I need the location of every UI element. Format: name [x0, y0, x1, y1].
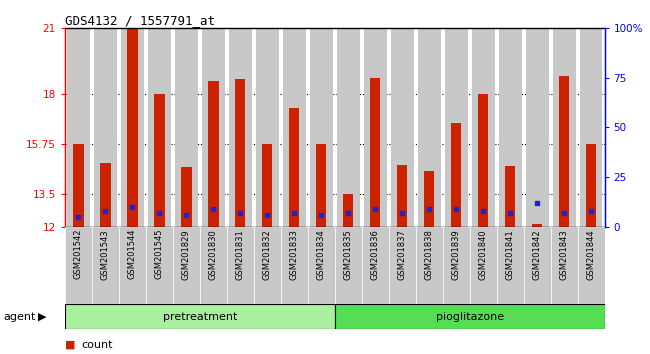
Bar — [335, 304, 604, 329]
Text: GSM201829: GSM201829 — [182, 229, 191, 280]
Bar — [470, 227, 497, 304]
Bar — [580, 28, 603, 227]
Bar — [227, 227, 254, 304]
Bar — [397, 165, 408, 227]
Bar — [200, 227, 227, 304]
Bar — [370, 78, 380, 227]
Bar — [181, 167, 192, 227]
Bar — [577, 227, 605, 304]
Text: GSM201544: GSM201544 — [128, 229, 137, 279]
Bar — [119, 227, 146, 304]
Text: GSM201844: GSM201844 — [586, 229, 595, 280]
Bar — [289, 108, 300, 227]
Bar — [256, 28, 279, 227]
Bar — [526, 28, 549, 227]
Bar — [559, 76, 569, 227]
Bar — [361, 227, 389, 304]
Text: GSM201833: GSM201833 — [290, 229, 299, 280]
Bar — [391, 28, 413, 227]
Text: pioglitazone: pioglitazone — [436, 312, 504, 322]
Bar — [67, 28, 90, 227]
Bar — [551, 227, 577, 304]
Text: GSM201842: GSM201842 — [532, 229, 541, 280]
Bar — [235, 79, 246, 227]
Text: GSM201837: GSM201837 — [398, 229, 407, 280]
Bar — [335, 227, 361, 304]
Text: GSM201843: GSM201843 — [560, 229, 569, 280]
Text: GSM201832: GSM201832 — [263, 229, 272, 280]
Text: GSM201839: GSM201839 — [452, 229, 461, 280]
Bar — [552, 28, 575, 227]
Bar — [229, 28, 252, 227]
Text: GSM201840: GSM201840 — [478, 229, 488, 280]
Bar — [173, 227, 200, 304]
Bar — [308, 227, 335, 304]
Bar — [443, 227, 470, 304]
Bar — [92, 227, 119, 304]
Text: GSM201545: GSM201545 — [155, 229, 164, 279]
Text: GSM201831: GSM201831 — [236, 229, 245, 280]
Bar — [418, 28, 441, 227]
Text: pretreatment: pretreatment — [162, 312, 237, 322]
Text: GDS4132 / 1557791_at: GDS4132 / 1557791_at — [65, 14, 215, 27]
Bar — [586, 144, 596, 227]
Bar — [532, 224, 542, 227]
Bar — [343, 194, 354, 227]
Bar — [254, 227, 281, 304]
Bar — [310, 28, 333, 227]
Text: GSM201834: GSM201834 — [317, 229, 326, 280]
Text: GSM201841: GSM201841 — [506, 229, 515, 280]
Text: ■: ■ — [65, 340, 75, 350]
Bar — [175, 28, 198, 227]
Bar — [416, 227, 443, 304]
Text: GSM201543: GSM201543 — [101, 229, 110, 280]
Bar — [389, 227, 416, 304]
Text: agent: agent — [3, 312, 36, 322]
Text: ▶: ▶ — [38, 312, 46, 322]
Text: GSM201835: GSM201835 — [344, 229, 353, 280]
Bar — [497, 227, 524, 304]
Bar — [73, 144, 84, 227]
Bar — [262, 144, 272, 227]
Text: GSM201836: GSM201836 — [370, 229, 380, 280]
Bar — [337, 28, 359, 227]
Bar — [472, 28, 495, 227]
Bar — [146, 227, 173, 304]
Bar — [127, 28, 138, 227]
Bar — [281, 227, 308, 304]
Bar — [148, 28, 171, 227]
Bar — [65, 304, 335, 329]
Bar — [424, 171, 434, 227]
Text: GSM201838: GSM201838 — [424, 229, 434, 280]
Text: GSM201542: GSM201542 — [74, 229, 83, 279]
Bar — [505, 166, 515, 227]
Text: count: count — [81, 340, 112, 350]
Text: GSM201830: GSM201830 — [209, 229, 218, 280]
Bar — [94, 28, 117, 227]
Bar — [524, 227, 551, 304]
Bar — [202, 28, 225, 227]
Bar — [208, 81, 218, 227]
Bar — [121, 28, 144, 227]
Bar — [65, 227, 92, 304]
Bar — [451, 123, 462, 227]
Bar — [364, 28, 387, 227]
Bar — [316, 144, 326, 227]
Bar — [445, 28, 467, 227]
Bar — [154, 95, 164, 227]
Bar — [283, 28, 306, 227]
Bar — [499, 28, 521, 227]
Bar — [100, 163, 110, 227]
Bar — [478, 95, 488, 227]
